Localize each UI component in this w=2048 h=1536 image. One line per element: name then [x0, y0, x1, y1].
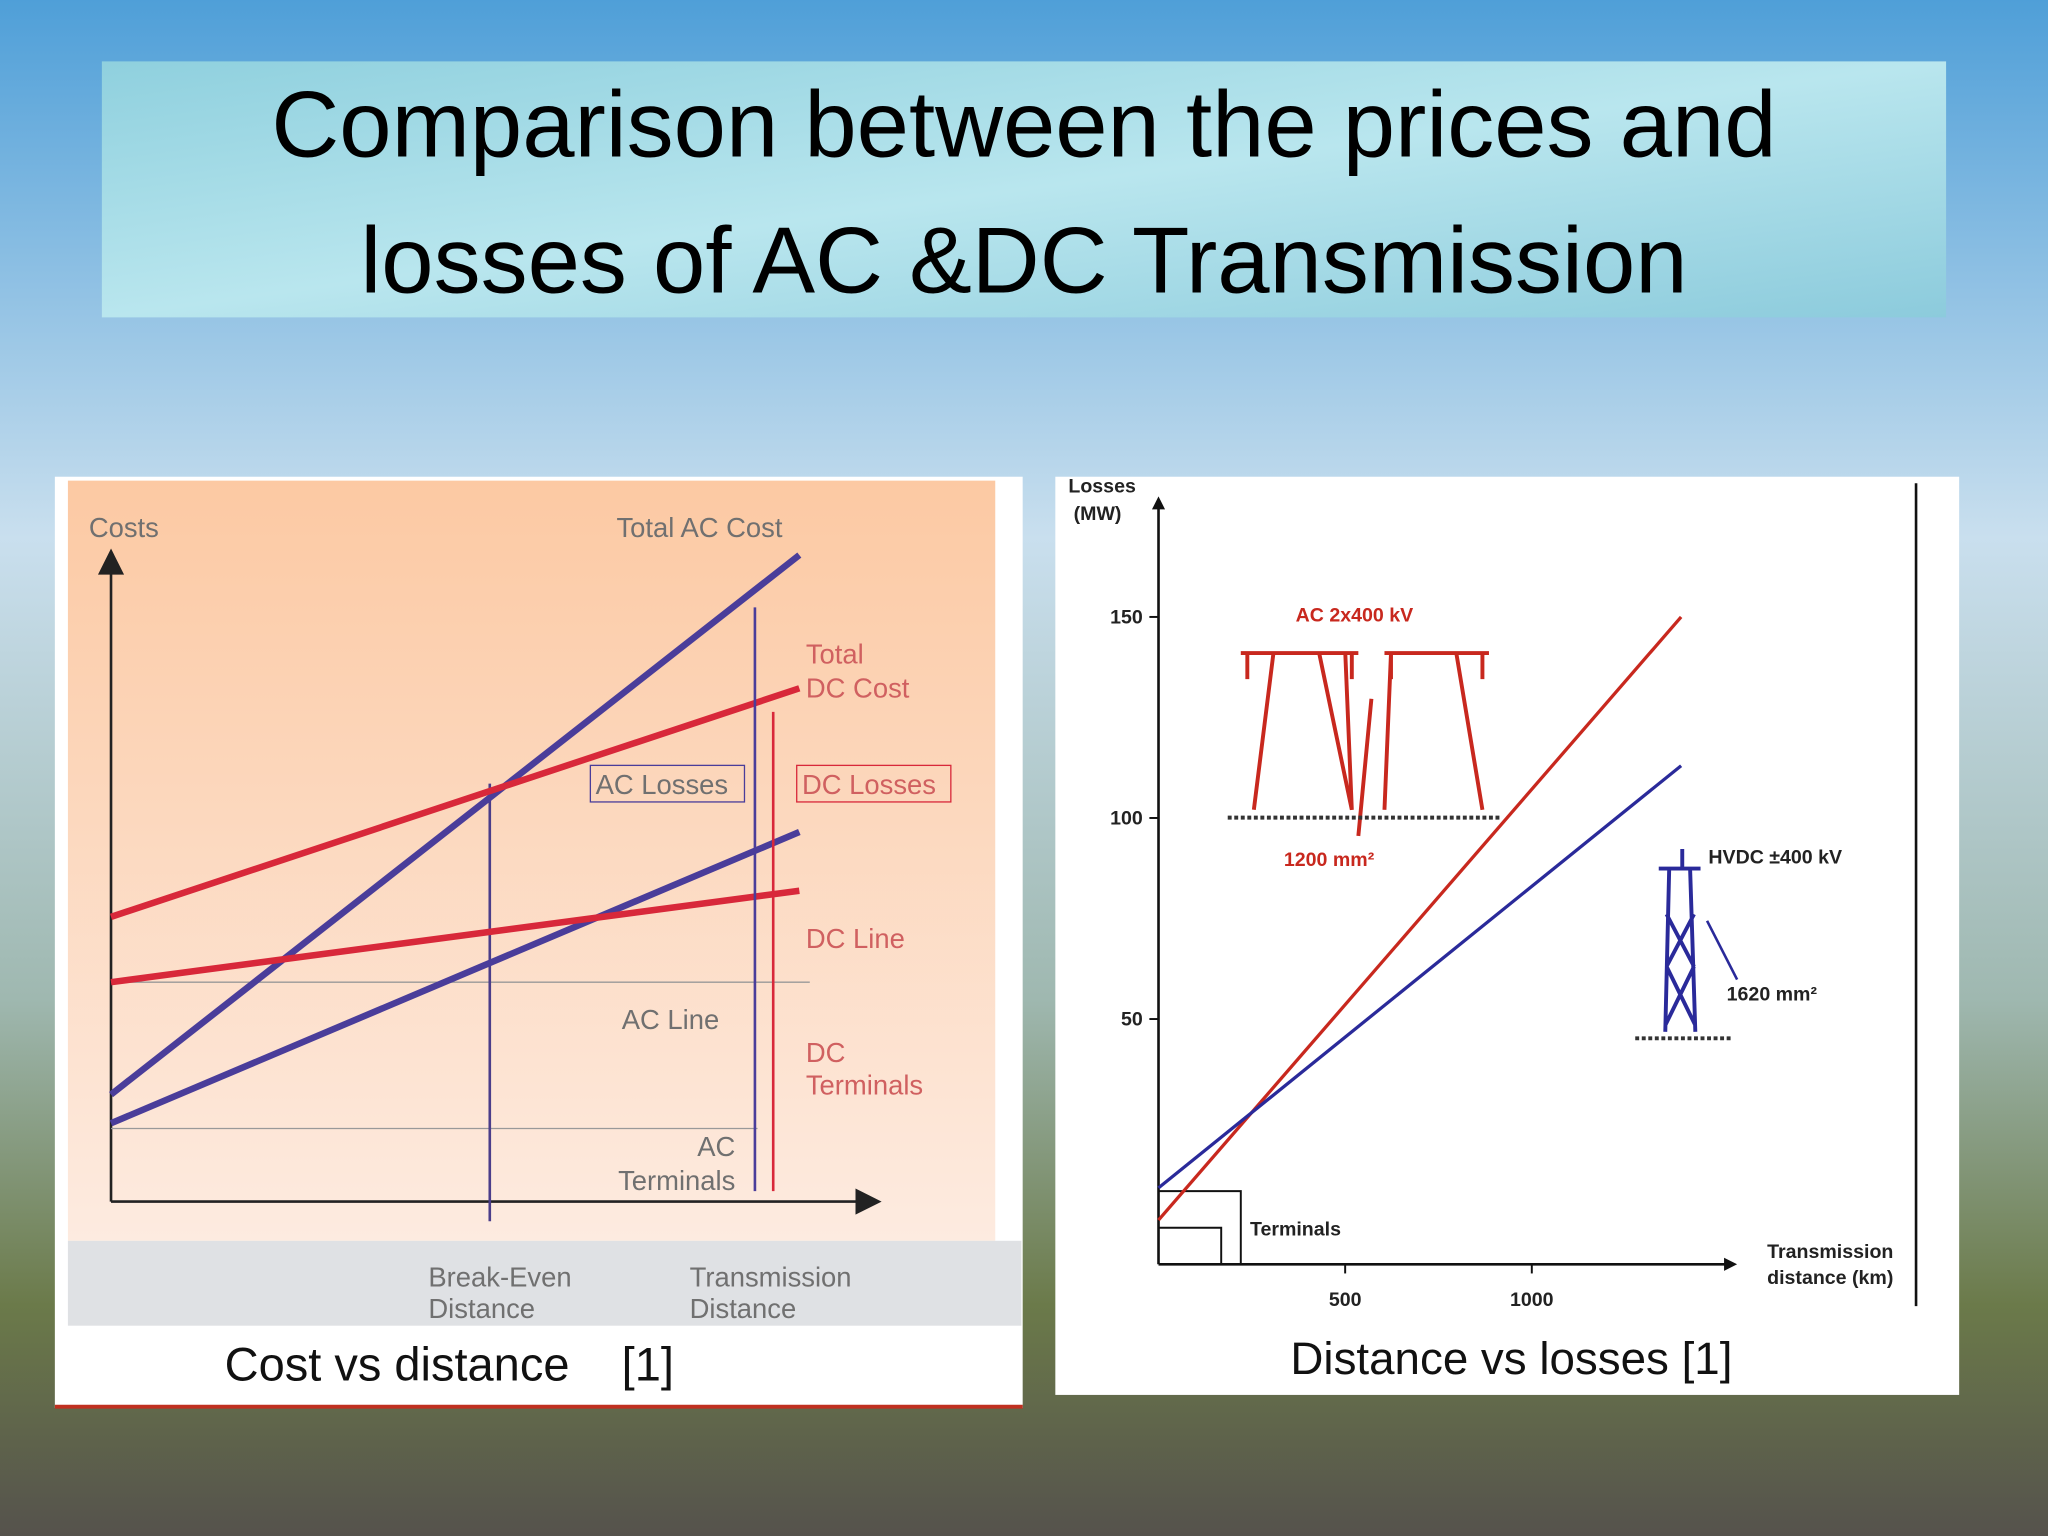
- caption: Cost vs distance [1]: [225, 1338, 674, 1391]
- title: losses of AC &DC Transmission: [360, 208, 1687, 313]
- label: Distance: [690, 1293, 797, 1324]
- curve: [109, 828, 801, 1127]
- label: Transmission: [690, 1262, 852, 1293]
- curve: [110, 887, 800, 986]
- series-label: HVDC ±400 kV: [1708, 846, 1842, 868]
- dc-tower: [1658, 848, 1701, 1032]
- annotation: 1200 mm²: [1284, 849, 1375, 871]
- label: Costs: [89, 512, 159, 543]
- title: Comparison between the prices and: [271, 72, 1776, 177]
- y-tick-label: 50: [1121, 1009, 1143, 1031]
- label: AC Line: [622, 1004, 720, 1035]
- x-axis-label: Transmission: [1767, 1241, 1893, 1263]
- label-band: [67, 1240, 1022, 1326]
- box: [589, 764, 746, 803]
- annotation: 1620 mm²: [1727, 983, 1818, 1005]
- y-axis-label: (MW): [1074, 503, 1122, 525]
- label: DC: [806, 1037, 846, 1068]
- series-label: AC 2x400 kV: [1296, 605, 1414, 627]
- left-figure: Costs Total AC Cost Total DC Cost AC Los…: [54, 476, 1023, 1409]
- caption: Distance vs losses [1]: [1290, 1333, 1732, 1384]
- y-tick-label: 150: [1110, 606, 1143, 628]
- label: Total: [806, 638, 864, 669]
- y-axis-label: Losses: [1068, 475, 1136, 497]
- label: Terminals: [806, 1070, 923, 1101]
- curve: [109, 685, 801, 920]
- panel: [1055, 476, 1960, 1395]
- terminals-bracket: [1158, 1190, 1242, 1265]
- series-line: [1157, 764, 1683, 1190]
- label: Distance: [428, 1293, 535, 1324]
- label: Terminals: [618, 1165, 735, 1196]
- y-tick-label: 100: [1110, 808, 1143, 830]
- right-figure: 50 100 150 500 1000 Losses (MW) Transmission dis…: [1055, 475, 1960, 1395]
- ac-towers: [1240, 651, 1489, 837]
- arrow: [855, 1188, 882, 1215]
- annotation: Terminals: [1250, 1219, 1341, 1241]
- x-tick-label: 500: [1329, 1289, 1362, 1311]
- pointer: [1705, 920, 1739, 981]
- x-axis-label: distance (km): [1767, 1267, 1893, 1289]
- label: DC Line: [806, 923, 905, 954]
- label: Break-Even: [428, 1262, 571, 1293]
- x-tick-label: 1000: [1510, 1289, 1554, 1311]
- label: DC Losses: [802, 769, 936, 800]
- label: DC Cost: [806, 672, 910, 703]
- title-box: [101, 61, 1947, 318]
- plot-bg: [67, 480, 996, 1241]
- curve: [109, 552, 802, 1098]
- box: [796, 764, 952, 803]
- arrow: [1724, 1257, 1738, 1271]
- label: AC Losses: [596, 769, 729, 800]
- label: AC: [697, 1131, 735, 1162]
- arrow: [1151, 496, 1166, 510]
- arrow: [97, 548, 125, 575]
- label: Total AC Cost: [616, 512, 782, 543]
